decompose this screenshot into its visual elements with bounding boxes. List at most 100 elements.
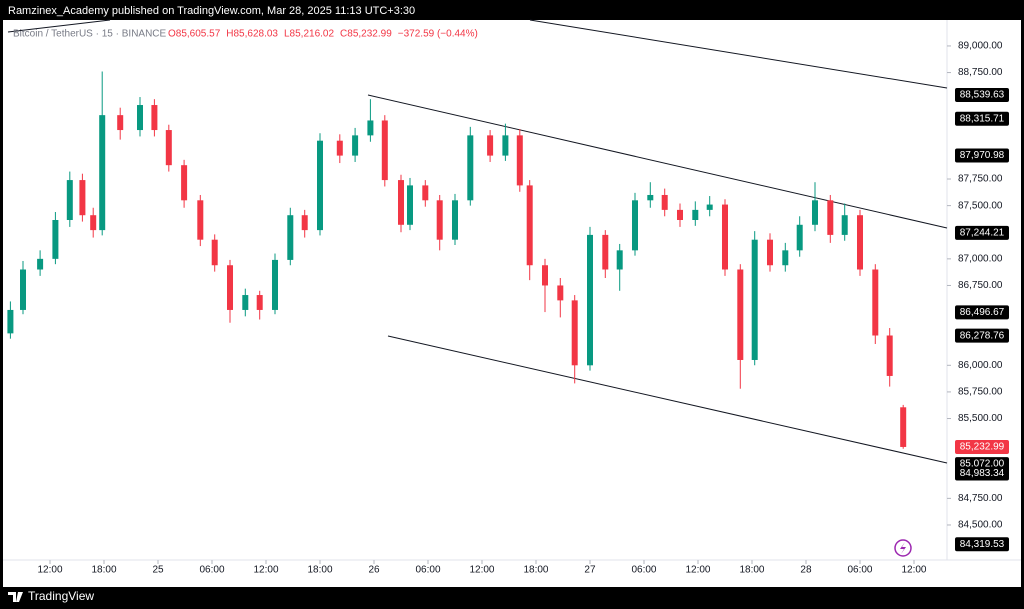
candle-body	[541, 265, 548, 286]
candle-body	[79, 180, 86, 216]
candle-body	[452, 200, 459, 240]
candle-body	[227, 265, 234, 310]
candle-body	[117, 115, 124, 131]
candle-body	[137, 105, 144, 131]
x-tick-label: 12:00	[469, 565, 494, 576]
candle-body	[287, 215, 294, 260]
candle-body	[661, 194, 668, 210]
price-label-box	[955, 87, 1009, 102]
y-tick-label: 86,750.00	[958, 280, 1003, 291]
candle-body	[90, 215, 97, 231]
price-label-box	[955, 148, 1009, 163]
candle-body	[751, 239, 758, 360]
candle-body	[151, 105, 158, 131]
candle-body	[256, 295, 263, 310]
x-tick-label: 06:00	[415, 565, 440, 576]
candle-body	[526, 185, 533, 266]
candle-body	[381, 120, 388, 181]
y-tick-label: 85,500.00	[958, 413, 1003, 424]
candle-body	[856, 215, 863, 270]
candle-body	[841, 215, 848, 235]
candle-body	[467, 135, 474, 201]
price-label-box	[955, 305, 1009, 320]
candle-body	[502, 135, 509, 156]
candle-body	[242, 295, 249, 310]
candle-body	[737, 269, 744, 360]
price-label-box	[955, 225, 1009, 240]
candle-body	[586, 234, 593, 366]
candle-body	[7, 309, 14, 334]
price-label-box	[955, 111, 1009, 126]
x-tick-label: 25	[152, 565, 164, 576]
candle-body	[766, 239, 773, 266]
candle-body	[352, 135, 359, 156]
x-tick-label: 18:00	[91, 565, 116, 576]
chart-area	[3, 20, 1021, 587]
candle-body	[436, 200, 443, 240]
trend-line	[7, 19, 111, 33]
price-label: 84,983.34	[960, 468, 1005, 479]
y-tick-label: 84,500.00	[958, 520, 1003, 531]
candle-body	[872, 269, 879, 336]
price-label: 85,232.99	[960, 442, 1005, 453]
legend-value: C85,232.99	[340, 29, 392, 40]
x-tick-label: 12:00	[685, 565, 710, 576]
candle-body	[336, 140, 343, 156]
header-text: Ramzinex_Academy published on TradingVie…	[8, 5, 415, 17]
candle-body	[692, 209, 699, 220]
trend-line	[367, 94, 948, 229]
candle-body	[197, 200, 204, 240]
price-label: 85,072.00	[960, 459, 1005, 470]
candle-body	[52, 219, 59, 259]
candle-body	[516, 135, 523, 186]
price-label-box	[955, 439, 1009, 454]
y-tick-label: 84,750.00	[958, 493, 1003, 504]
legend-value: L85,216.02	[284, 29, 334, 40]
candle-body	[811, 200, 818, 225]
candle-body	[706, 204, 713, 210]
candle-body	[647, 194, 654, 201]
price-label: 87,970.98	[960, 150, 1005, 161]
candle-body	[165, 130, 172, 166]
candle-body	[181, 165, 188, 201]
candle-body	[602, 234, 609, 270]
legend-value: O85,605.57	[168, 29, 221, 40]
candle-body	[571, 300, 578, 366]
x-tick-label: 12:00	[253, 565, 278, 576]
x-tick-label: 27	[584, 565, 596, 576]
candle-body	[99, 115, 106, 231]
price-label-box	[955, 537, 1009, 552]
alert-bolt	[900, 542, 906, 554]
candle-body	[616, 250, 623, 270]
x-tick-label: 26	[368, 565, 380, 576]
candle-body	[827, 200, 834, 235]
x-tick-label: 18:00	[739, 565, 764, 576]
price-label: 86,278.76	[960, 330, 1005, 341]
candle-body	[676, 209, 683, 220]
candle-body	[272, 259, 279, 310]
price-label: 86,496.67	[960, 307, 1005, 318]
legend-value: H85,628.03	[226, 29, 278, 40]
candle-body	[557, 285, 564, 301]
trend-line	[529, 19, 948, 89]
footer-logo	[8, 592, 23, 602]
price-label-box	[955, 466, 1009, 481]
candle-body	[367, 120, 374, 136]
x-tick-label: 28	[800, 565, 812, 576]
candle-body	[301, 215, 308, 231]
y-tick-label: 89,000.00	[958, 41, 1003, 52]
candle-body	[317, 140, 324, 231]
alert-icon[interactable]	[894, 539, 912, 557]
candle-body	[900, 407, 907, 447]
candle-body	[796, 224, 803, 251]
price-label: 88,315.71	[960, 113, 1005, 124]
candle-body	[66, 180, 73, 220]
candle-body	[20, 269, 27, 310]
candle-body	[782, 250, 789, 266]
y-tick-label: 87,500.00	[958, 200, 1003, 211]
price-label: 88,539.63	[960, 90, 1005, 101]
candle-body	[487, 135, 494, 156]
candle-body	[211, 239, 218, 266]
candle-body	[631, 200, 638, 251]
